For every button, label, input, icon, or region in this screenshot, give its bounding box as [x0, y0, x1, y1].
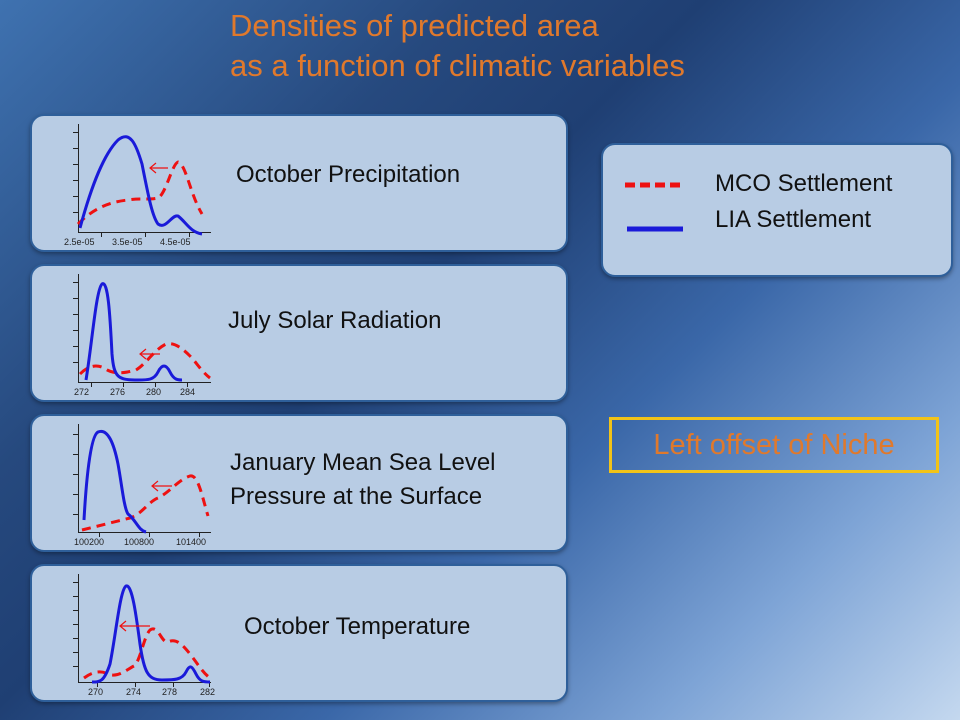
panel-label: October Precipitation [236, 161, 461, 188]
lia-density-curve [91, 584, 211, 684]
mco-density-curve [83, 627, 211, 680]
panel-october-temperature: 270 274 278 282 October Temperature [30, 564, 568, 702]
x-tick-label: 3.5e-05 [112, 237, 143, 247]
panel-label: July Solar Radiation [228, 307, 442, 334]
plot-axes [73, 574, 211, 687]
x-tick-label: 101400 [176, 537, 207, 547]
density-plot [78, 282, 211, 382]
x-tick-label: 274 [126, 687, 142, 697]
legend-box: MCO Settlement LIA Settlement [601, 143, 953, 277]
left-arrow-icon [119, 620, 150, 632]
lia-density-curve [78, 135, 203, 236]
solid-line-swatch [627, 226, 683, 232]
panel-october-precipitation: 2.5e-05 3.5e-05 4.5e-05 October Precipit… [30, 114, 568, 252]
title-line-1: Densities of predicted area [230, 8, 599, 43]
x-tick-label: 282 [200, 687, 216, 697]
niche-offset-label: Left offset of Niche [609, 417, 939, 473]
x-tick-labels: 2.5e-05 3.5e-05 4.5e-05 [62, 237, 222, 249]
x-tick-label: 276 [110, 387, 126, 397]
x-tick-label: 278 [162, 687, 178, 697]
legend-label-mco: MCO Settlement [715, 170, 893, 197]
panel-label: January Mean Sea Level Pressure at the S… [230, 449, 496, 510]
x-tick-label: 280 [146, 387, 162, 397]
mco-density-curve [81, 474, 210, 532]
left-arrow-icon [149, 162, 168, 174]
lia-density-curve [84, 282, 183, 382]
panel-label: October Temperature [244, 613, 471, 640]
mco-density-curve [76, 160, 204, 226]
slide-title: Densities of predicted area as a functio… [230, 6, 685, 86]
x-tick-labels: 272 276 280 284 [62, 387, 222, 399]
x-tick-label: 270 [88, 687, 104, 697]
title-line-2: as a function of climatic variables [230, 48, 685, 83]
x-tick-label: 100800 [124, 537, 155, 547]
x-tick-label: 284 [180, 387, 196, 397]
left-arrow-icon [151, 480, 172, 492]
x-tick-labels: 100200 100800 101400 [62, 537, 222, 549]
dashed-line-swatch [625, 182, 683, 188]
legend-label-lia: LIA Settlement [715, 206, 872, 233]
density-plot [81, 429, 210, 534]
plot-axes [73, 274, 211, 387]
x-tick-label: 100200 [74, 537, 105, 547]
plot-axes [73, 124, 211, 237]
x-tick-labels: 270 274 278 282 [62, 687, 222, 699]
panel-july-solar-radiation: 272 276 280 284 July Solar Radiation [30, 264, 568, 402]
density-plot [76, 135, 204, 236]
x-tick-label: 2.5e-05 [64, 237, 95, 247]
mco-density-curve [78, 342, 211, 380]
left-arrow-icon [139, 348, 160, 360]
x-tick-label: 272 [74, 387, 90, 397]
lia-density-curve [82, 429, 147, 534]
density-plot [83, 584, 211, 684]
x-tick-label: 4.5e-05 [160, 237, 191, 247]
panel-january-msl-pressure: 100200 100800 101400 January Mean Sea Le… [30, 414, 568, 552]
